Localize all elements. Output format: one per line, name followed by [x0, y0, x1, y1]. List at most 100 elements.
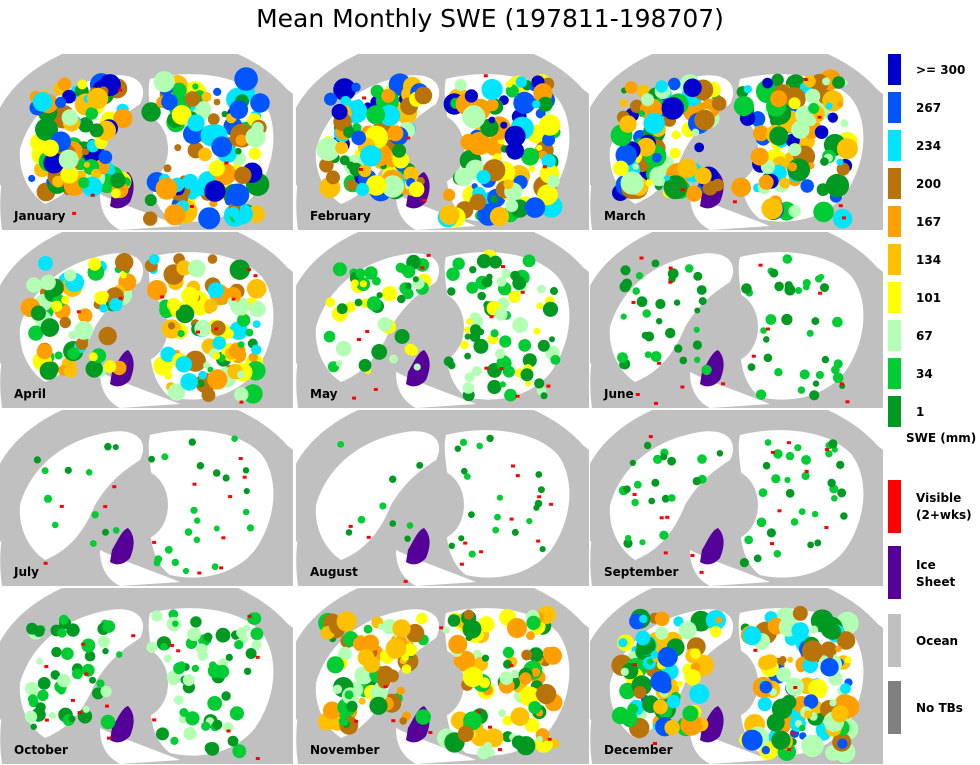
snow-patch: [629, 459, 636, 466]
snow-patch: [153, 559, 161, 567]
visible-snow-mark: [489, 315, 494, 319]
snow-patch: [389, 354, 398, 364]
snow-patch: [326, 656, 344, 674]
snow-patch: [651, 478, 660, 487]
snow-patch: [494, 307, 508, 321]
snow-patch: [464, 372, 475, 382]
legend-swatch: [888, 546, 901, 599]
snow-patch: [243, 488, 250, 495]
snow-patch: [443, 356, 454, 367]
snow-patch: [25, 681, 39, 696]
snow-patch: [198, 147, 212, 162]
snow-patch: [791, 120, 810, 139]
snow-patch: [324, 92, 337, 106]
visible-snow-mark: [657, 361, 662, 365]
legend-swatch: [888, 168, 901, 199]
snow-patch: [771, 698, 793, 720]
snow-patch: [684, 264, 694, 273]
snow-patch: [761, 198, 783, 220]
snow-patch: [473, 338, 489, 354]
legend-label: Visible: [916, 491, 962, 505]
snow-patch: [187, 259, 206, 278]
snow-patch: [337, 441, 345, 448]
snow-patch: [170, 736, 179, 745]
snow-patch: [795, 287, 803, 294]
visible-snow-mark: [483, 74, 488, 78]
snow-patch: [535, 689, 546, 699]
snow-patch: [822, 77, 831, 86]
visible-snow-mark: [81, 642, 86, 646]
snow-patch: [251, 639, 262, 650]
snow-patch: [822, 90, 844, 112]
snow-patch: [457, 725, 474, 742]
snow-patch: [550, 287, 558, 295]
snow-patch: [251, 344, 262, 355]
legend-label: Ice: [916, 558, 936, 572]
snow-patch: [377, 623, 384, 630]
snow-patch: [639, 614, 648, 624]
legend-label: >= 300: [916, 63, 966, 77]
snow-patch: [649, 166, 670, 187]
snow-patch: [372, 276, 381, 286]
snow-patch: [335, 360, 343, 367]
snow-patch: [51, 646, 62, 658]
snow-patch: [40, 318, 60, 337]
snow-patch: [762, 461, 771, 470]
snow-patch: [542, 301, 559, 317]
polar-map: [0, 588, 293, 764]
snow-patch: [161, 93, 178, 111]
snow-patch: [366, 296, 382, 311]
visible-snow-mark: [354, 719, 358, 723]
snow-patch: [370, 84, 384, 98]
snow-patch: [520, 368, 534, 382]
visible-snow-mark: [242, 475, 247, 479]
snow-patch: [831, 705, 849, 723]
snow-patch: [840, 119, 849, 128]
visible-snow-mark: [118, 296, 123, 300]
snow-patch: [357, 515, 366, 524]
snow-patch: [653, 699, 668, 715]
snow-patch: [808, 679, 828, 699]
snow-patch: [175, 304, 195, 324]
snow-patch: [790, 518, 799, 526]
snow-patch: [58, 149, 79, 170]
visible-snow-mark: [635, 393, 640, 396]
snow-patch: [799, 369, 810, 380]
snow-patch: [483, 741, 493, 751]
snow-patch: [404, 535, 411, 542]
snow-patch: [355, 182, 370, 196]
visible-snow-mark: [845, 400, 850, 404]
snow-patch: [175, 356, 192, 373]
snow-patch: [510, 707, 530, 726]
snow-patch: [481, 276, 493, 288]
legend: >= 300 267 234 200 167 134 101 67 34 1 S…: [880, 54, 980, 765]
polar-map: [590, 232, 883, 408]
month-label: December: [604, 743, 673, 757]
snow-patch: [533, 327, 541, 335]
snow-patch: [396, 686, 405, 695]
visible-snow-mark: [463, 541, 468, 545]
snow-patch: [782, 254, 793, 264]
snow-patch: [358, 164, 372, 178]
snow-patch: [245, 648, 257, 659]
map-panel-january: January: [0, 54, 293, 230]
map-panel-august: August: [296, 410, 589, 586]
snow-patch: [89, 123, 104, 138]
snow-patch: [66, 623, 80, 637]
snow-patch: [821, 355, 830, 364]
legend-item-267: 267: [888, 92, 980, 126]
visible-snow-mark: [668, 280, 673, 284]
legend-label: No TBs: [916, 701, 963, 715]
snow-patch: [204, 742, 217, 754]
snow-patch: [78, 177, 90, 189]
month-label: April: [14, 387, 47, 401]
snow-patch: [190, 506, 198, 514]
snow-patch: [151, 610, 163, 622]
snow-patch: [618, 638, 628, 648]
snow-patch: [167, 322, 176, 330]
arctic-ocean: [702, 470, 758, 540]
land-area: [148, 430, 274, 578]
snow-patch: [245, 127, 266, 148]
visible-snow-mark: [501, 265, 505, 269]
snow-patch: [58, 77, 72, 91]
